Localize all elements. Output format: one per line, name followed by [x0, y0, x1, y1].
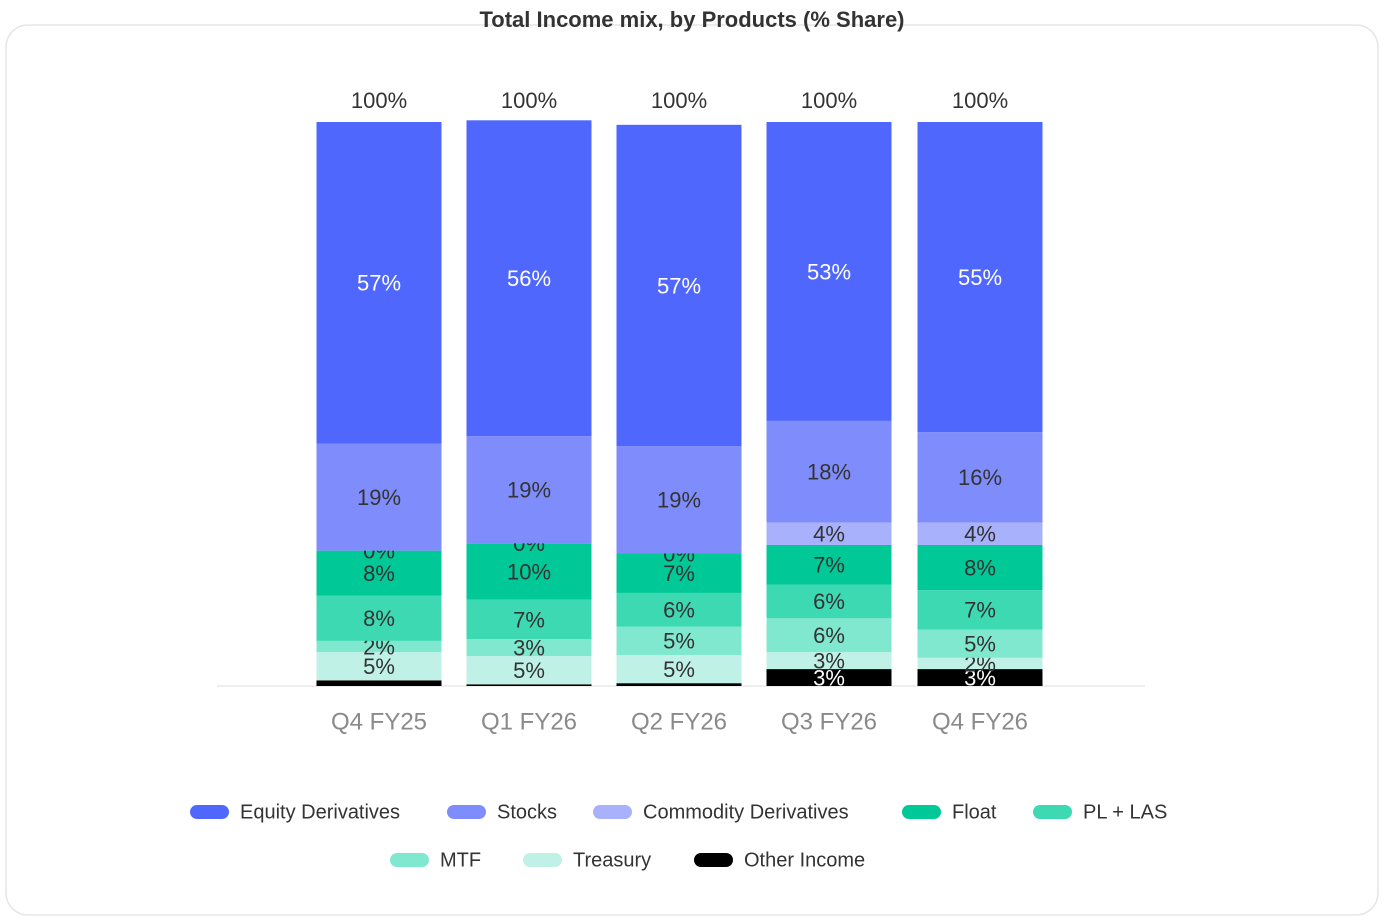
data-label: 8%: [363, 606, 395, 631]
legend-swatch: [190, 805, 229, 819]
total-label: 100%: [801, 88, 857, 113]
data-label: 4%: [964, 522, 996, 547]
bar-segment: [466, 639, 592, 657]
legend-swatch: [390, 853, 429, 867]
data-label: 3%: [964, 665, 996, 690]
data-label: 16%: [958, 465, 1002, 490]
data-label: 57%: [657, 273, 701, 298]
bar-segment: [466, 656, 592, 685]
bar-segment: [917, 122, 1043, 433]
data-label: 19%: [657, 488, 701, 513]
data-label: 5%: [964, 632, 996, 657]
legend-label: Treasury: [573, 849, 651, 871]
bar-segment: [766, 584, 892, 619]
bar-segment: [316, 443, 442, 551]
total-label: 100%: [501, 88, 557, 113]
data-label: 6%: [813, 623, 845, 648]
x-tick-label: Q3 FY26: [781, 708, 877, 735]
data-label: 10%: [507, 559, 551, 584]
data-label: 7%: [513, 607, 545, 632]
legend-label: Commodity Derivatives: [643, 801, 849, 823]
x-tick-label: Q4 FY25: [331, 708, 427, 735]
data-label: 7%: [813, 553, 845, 578]
data-label: 3%: [813, 665, 845, 690]
bar-segment: [766, 420, 892, 523]
bar-segment: [917, 545, 1043, 591]
data-label: 5%: [663, 657, 695, 682]
total-label: 100%: [351, 88, 407, 113]
bar-segment: [917, 657, 1043, 670]
data-label: 5%: [513, 658, 545, 683]
data-label: 4%: [813, 522, 845, 547]
data-label: 5%: [663, 629, 695, 654]
bar-segment: [466, 684, 592, 686]
data-label: 8%: [964, 555, 996, 580]
x-tick-label: Q2 FY26: [631, 708, 727, 735]
data-label: 5%: [363, 654, 395, 679]
data-label: 18%: [807, 459, 851, 484]
x-tick-label: Q1 FY26: [481, 708, 577, 735]
legend-label: PL + LAS: [1083, 801, 1167, 823]
data-label: 8%: [363, 561, 395, 586]
data-label: 7%: [663, 561, 695, 586]
data-label: 57%: [357, 271, 401, 296]
legend-swatch: [593, 805, 632, 819]
data-label: 3%: [813, 648, 845, 673]
bar-segment: [616, 654, 742, 684]
legend-swatch: [694, 853, 733, 867]
bar-segment: [316, 122, 442, 444]
bar-segment: [316, 595, 442, 641]
bar-segment: [616, 626, 742, 655]
data-label: 6%: [663, 598, 695, 623]
bar-segment: [766, 122, 892, 421]
data-label: 7%: [964, 598, 996, 623]
bar-segment: [616, 124, 742, 447]
legend-swatch: [523, 853, 562, 867]
data-label: 56%: [507, 266, 551, 291]
data-label: 55%: [958, 265, 1002, 290]
bar-segment: [316, 550, 442, 596]
legend-swatch: [1033, 805, 1072, 819]
bar-segment: [766, 545, 892, 585]
bar-segment: [766, 618, 892, 653]
total-label: 100%: [651, 88, 707, 113]
bar-segment: [917, 669, 1043, 686]
legend-swatch: [902, 805, 941, 819]
bar-segment: [316, 680, 442, 686]
x-tick-label: Q4 FY26: [932, 708, 1028, 735]
bar-segment: [616, 553, 742, 593]
bar-segment: [316, 652, 442, 681]
legend-label: MTF: [440, 849, 481, 871]
bar-segment: [766, 522, 892, 545]
bar-segment: [766, 669, 892, 686]
bar-segment: [917, 590, 1043, 630]
bar-segment: [616, 683, 742, 686]
legend-label: Other Income: [744, 849, 865, 871]
bar-segment: [316, 640, 442, 653]
bar-segment: [917, 522, 1043, 545]
data-label: 19%: [357, 485, 401, 510]
legend-label: Float: [952, 801, 997, 823]
legend-swatch: [447, 805, 486, 819]
bar-segment: [616, 446, 742, 554]
data-label: 6%: [813, 589, 845, 614]
total-label: 100%: [952, 88, 1008, 113]
chart-title: Total Income mix, by Products (% Share): [479, 7, 904, 32]
data-label: 19%: [507, 478, 551, 503]
data-label: 53%: [807, 259, 851, 284]
bar-segment: [466, 599, 592, 640]
bar-segment: [616, 592, 742, 627]
bar-segment: [766, 652, 892, 670]
bar-segment: [466, 120, 592, 437]
legend-label: Stocks: [497, 801, 557, 823]
bar-segment: [917, 432, 1043, 523]
bar-segment: [917, 629, 1043, 658]
bar-segment: [466, 436, 592, 544]
legend-label: Equity Derivatives: [240, 801, 400, 823]
bar-segment: [466, 543, 592, 600]
data-label: 3%: [513, 635, 545, 660]
